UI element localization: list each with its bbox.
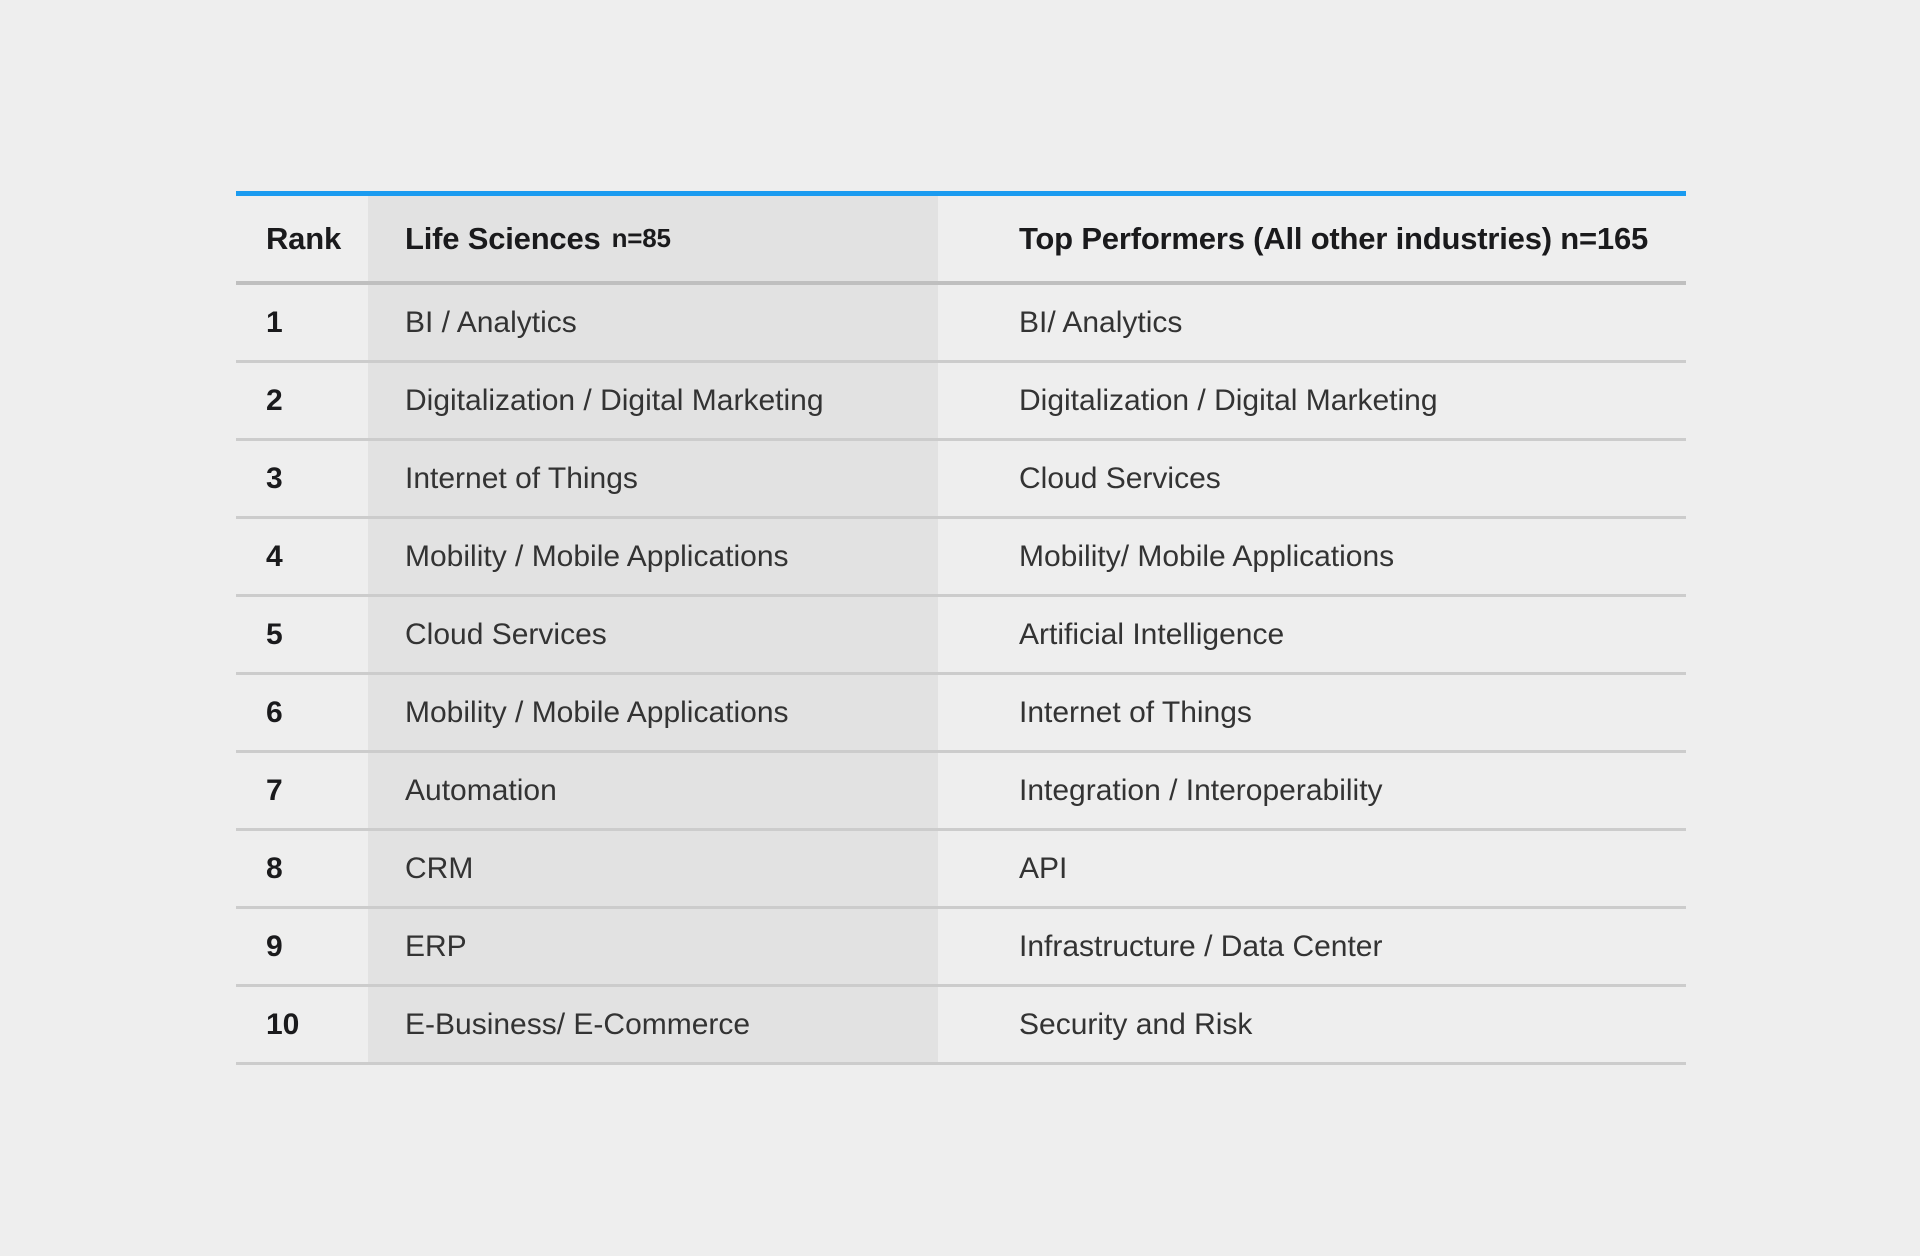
table-row: 3 Internet of Things Cloud Services [236, 441, 1686, 519]
table-row: 10 E-Business/ E-Commerce Security and R… [236, 987, 1686, 1065]
top-performers-value: API [1019, 851, 1068, 885]
rank-value: 10 [266, 1007, 300, 1041]
life-sciences-value: CRM [368, 831, 938, 906]
table-body: 1 BI / Analytics BI/ Analytics 2 Digital… [236, 285, 1686, 1065]
top-performers-value: Internet of Things [1019, 695, 1252, 729]
top-performers-value: Digitalization / Digital Marketing [1019, 383, 1438, 417]
column-header-top-performers: Top Performers (All other industries) n=… [1019, 220, 1649, 256]
rank-value: 7 [266, 773, 283, 807]
life-sciences-value: Mobility / Mobile Applications [368, 675, 938, 750]
rank-value: 1 [266, 305, 283, 339]
life-sciences-value: Cloud Services [368, 597, 938, 672]
table-row: 7 Automation Integration / Interoperabil… [236, 753, 1686, 831]
rank-value: 4 [266, 539, 283, 573]
life-sciences-value: E-Business/ E-Commerce [368, 987, 938, 1062]
table-header-row: Rank Life Sciences n=85 Top Performers (… [236, 196, 1686, 285]
rank-value: 9 [266, 929, 283, 963]
table-row: 1 BI / Analytics BI/ Analytics [236, 285, 1686, 363]
top-performers-value: Infrastructure / Data Center [1019, 929, 1383, 963]
top-performers-value: BI/ Analytics [1019, 305, 1183, 339]
top-performers-value: Integration / Interoperability [1019, 773, 1383, 807]
top-performers-value: Security and Risk [1019, 1007, 1253, 1041]
table-row: 8 CRM API [236, 831, 1686, 909]
life-sciences-sample-size: n=85 [611, 223, 671, 253]
top-performers-value: Cloud Services [1019, 461, 1221, 495]
top-performers-value: Artificial Intelligence [1019, 617, 1285, 651]
rank-value: 2 [266, 383, 283, 417]
rankings-table: Rank Life Sciences n=85 Top Performers (… [236, 191, 1686, 1065]
table-row: 6 Mobility / Mobile Applications Interne… [236, 675, 1686, 753]
table-row: 9 ERP Infrastructure / Data Center [236, 909, 1686, 987]
life-sciences-value: Automation [368, 753, 938, 828]
column-header-rank: Rank [266, 220, 342, 256]
rank-value: 6 [266, 695, 283, 729]
table-row: 2 Digitalization / Digital Marketing Dig… [236, 363, 1686, 441]
rank-value: 8 [266, 851, 283, 885]
table-row: 5 Cloud Services Artificial Intelligence [236, 597, 1686, 675]
life-sciences-value: Mobility / Mobile Applications [368, 519, 938, 594]
rank-value: 3 [266, 461, 283, 495]
life-sciences-value: Internet of Things [368, 441, 938, 516]
life-sciences-value: BI / Analytics [368, 285, 938, 360]
table-row: 4 Mobility / Mobile Applications Mobilit… [236, 519, 1686, 597]
rank-value: 5 [266, 617, 283, 651]
column-header-life-sciences: Life Sciences n=85 [368, 196, 938, 281]
top-performers-value: Mobility/ Mobile Applications [1019, 539, 1395, 573]
life-sciences-value: ERP [368, 909, 938, 984]
life-sciences-header-label: Life Sciences [405, 220, 601, 256]
table-accent-border [236, 191, 1686, 196]
life-sciences-value: Digitalization / Digital Marketing [368, 363, 938, 438]
